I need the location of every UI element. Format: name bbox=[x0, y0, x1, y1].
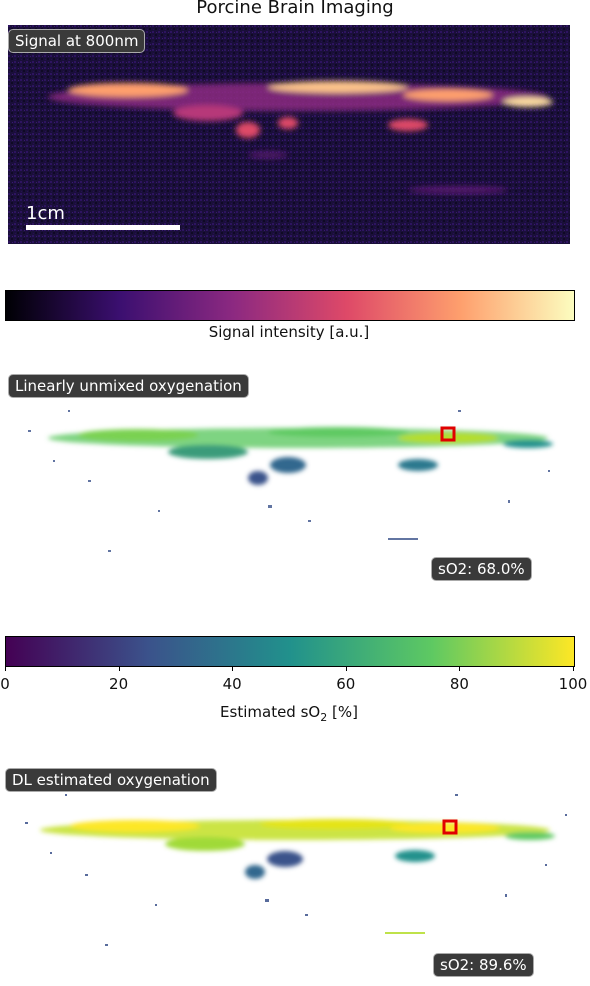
unmixed-so2-readout: sO2: 68.0% bbox=[431, 557, 532, 581]
so2-colorbar-label-main: Estimated sO bbox=[220, 703, 321, 721]
dl-heatmap bbox=[20, 784, 567, 946]
signal-colorbar-label: Signal intensity [a.u.] bbox=[208, 323, 370, 341]
dl-so2-readout: sO2: 89.6% bbox=[433, 953, 534, 977]
signal-colorbar bbox=[5, 290, 575, 321]
scale-bar-label: 1cm bbox=[26, 203, 65, 224]
unmixed-panel: Linearly unmixed oxygenation sO2: 68.0% bbox=[8, 370, 570, 592]
dl-panel-label: DL estimated oxygenation bbox=[5, 768, 217, 792]
unmixed-heatmap bbox=[28, 410, 553, 552]
so2-colorbar-tickmark bbox=[232, 666, 234, 671]
scale-bar bbox=[26, 225, 180, 230]
unmixed-panel-label: Linearly unmixed oxygenation bbox=[8, 374, 249, 398]
so2-colorbar-tick-label: 40 bbox=[222, 675, 242, 693]
so2-colorbar-tickmark bbox=[118, 666, 120, 671]
so2-colorbar-label-sub: 2 bbox=[320, 711, 328, 724]
so2-colorbar-tickmark bbox=[345, 666, 347, 671]
so2-colorbar-tickmark bbox=[459, 666, 461, 671]
scattered-pixels bbox=[28, 410, 550, 552]
so2-colorbar-tick-label: 60 bbox=[336, 675, 356, 693]
roi-marker-dl bbox=[442, 819, 458, 835]
so2-colorbar-label: Estimated sO2 [%] bbox=[0, 703, 578, 724]
so2-colorbar-tick-label: 0 bbox=[0, 675, 10, 693]
so2-colorbar-tickmark bbox=[5, 666, 6, 671]
signal-heatmap bbox=[8, 25, 570, 244]
so2-colorbar-tick-label: 80 bbox=[449, 675, 469, 693]
so2-colorbar bbox=[5, 636, 575, 667]
so2-colorbar-tick-label: 100 bbox=[558, 675, 588, 693]
roi-marker bbox=[440, 426, 456, 442]
so2-colorbar-tick-label: 20 bbox=[109, 675, 129, 693]
figure-title: Porcine Brain Imaging bbox=[196, 0, 394, 18]
signal-panel: Signal at 800nm 1cm bbox=[8, 25, 570, 244]
signal-panel-label: Signal at 800nm bbox=[8, 29, 146, 53]
dl-panel: DL estimated oxygenation sO2: 89.6% bbox=[5, 764, 571, 986]
so2-colorbar-tickmark bbox=[573, 666, 574, 671]
so2-colorbar-label-tail: [%] bbox=[327, 703, 358, 721]
